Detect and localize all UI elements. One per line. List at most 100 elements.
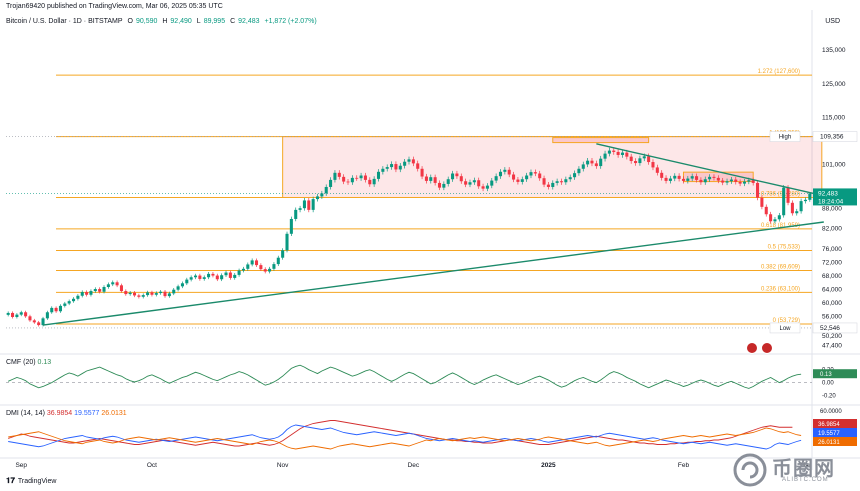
candle-body: [790, 202, 794, 214]
symbol-name[interactable]: Bitcoin / U.S. Dollar · 1D · BITSTAMP: [6, 18, 123, 25]
change-value: +1,872 (+2.07%): [264, 18, 317, 25]
candle-body: [246, 264, 250, 269]
candle-body: [756, 182, 760, 198]
candle-body: [85, 292, 89, 295]
candle-body: [137, 295, 141, 297]
candle-body: [285, 233, 289, 251]
candle-body: [237, 270, 241, 275]
time-tick-label: Feb: [678, 462, 690, 469]
candle-body: [185, 279, 189, 284]
time-tick-label: Dec: [408, 462, 420, 469]
candle-body: [442, 183, 446, 188]
candle-body: [11, 312, 15, 317]
candle-body: [228, 272, 232, 278]
consolidation-box: [282, 136, 823, 198]
candle-body: [455, 173, 459, 177]
cmf-tick-label: 0.00: [822, 381, 834, 387]
candle-body: [538, 173, 542, 179]
symbol-legend: Bitcoin / U.S. Dollar · 1D · BITSTAMP O 9…: [6, 18, 320, 25]
time-tick-label: Nov: [277, 462, 289, 469]
dmi-tick-label: 60.0000: [820, 409, 842, 415]
candle-body: [211, 273, 215, 276]
candle-body: [207, 273, 211, 278]
candle-body: [464, 181, 468, 185]
time-tick-label: Sep: [15, 462, 27, 469]
candle-body: [433, 177, 437, 183]
candle-body: [577, 168, 581, 174]
candle-body: [481, 186, 485, 189]
candle-body: [180, 283, 184, 287]
candle-body: [594, 163, 598, 167]
us-event-flag-icon[interactable]: [746, 342, 758, 354]
candle-body: [298, 208, 302, 210]
fib-level-label: 0.382 (69,609): [761, 264, 800, 270]
candle-body: [681, 178, 686, 181]
candle-body: [215, 275, 219, 280]
candle-body: [503, 169, 507, 172]
candle-body: [128, 292, 132, 295]
candle-body: [132, 292, 137, 296]
dmi-minus-value: 26.0131: [101, 410, 127, 417]
candle-body: [642, 156, 646, 159]
candle-body: [564, 179, 568, 183]
open-label: O: [127, 18, 133, 25]
fib-level-label: 0.236 (63,100): [761, 286, 800, 292]
candle-body: [555, 181, 559, 183]
candle-body: [220, 275, 224, 280]
candle-body: [24, 312, 28, 317]
candle-body: [773, 219, 777, 222]
close-value: 92,483: [238, 18, 260, 25]
candle-body: [198, 275, 202, 279]
candle-body: [350, 177, 354, 183]
candle-body: [398, 165, 402, 170]
candle-body: [699, 179, 703, 183]
candle-body: [581, 164, 585, 169]
candle-body: [516, 179, 520, 182]
candle-body: [311, 199, 315, 210]
candle-body: [89, 291, 93, 295]
candle-body: [390, 164, 394, 168]
candle-body: [803, 199, 807, 202]
candle-body: [276, 257, 280, 265]
candle-body: [533, 172, 537, 174]
support-trendline: [42, 221, 824, 326]
candle-body: [769, 214, 773, 222]
candle-body: [407, 159, 411, 162]
candle-body: [655, 167, 659, 173]
candle-body: [263, 269, 267, 272]
candle-body: [586, 160, 590, 165]
candle-body: [437, 182, 442, 188]
fib-level-label: 1.272 (127,600): [758, 69, 800, 75]
tradingview-footer[interactable]: 𝟏𝟕 TradingView: [6, 476, 56, 486]
candle-body: [67, 301, 71, 304]
us-event-flag-icon[interactable]: [761, 342, 773, 354]
watermark-sub: ALIBTC.COM: [782, 477, 829, 483]
candle-body: [119, 285, 123, 292]
dmi-adx-line: [8, 420, 793, 447]
price-tick-label: 101,000: [822, 162, 846, 169]
candle-body: [764, 206, 768, 215]
fib-level-label: 0.5 (75,533): [768, 245, 800, 251]
candle-body: [6, 312, 10, 315]
low-value: 89,995: [203, 18, 226, 25]
candle-body: [551, 182, 555, 187]
candle-body: [742, 181, 746, 184]
candle-body: [786, 187, 790, 203]
candle-body: [324, 186, 328, 194]
candle-body: [159, 291, 163, 294]
candle-body: [634, 161, 638, 164]
cmf-title[interactable]: CMF (20): [6, 359, 36, 366]
candle-body: [677, 175, 681, 179]
candle-body: [98, 289, 102, 292]
candle-body: [546, 184, 550, 187]
price-tick-label: 60,000: [822, 300, 842, 307]
price-tick-label: 72,000: [822, 259, 842, 266]
candle-body: [708, 176, 712, 180]
watermark-name: 币圈网: [772, 458, 835, 480]
price-badge-box: [812, 131, 858, 142]
fib-level-label: 0.618 (81,959): [761, 223, 800, 229]
candle-body: [28, 316, 32, 321]
candle-body: [241, 268, 245, 271]
dmi-title[interactable]: DMI (14, 14): [6, 410, 45, 417]
